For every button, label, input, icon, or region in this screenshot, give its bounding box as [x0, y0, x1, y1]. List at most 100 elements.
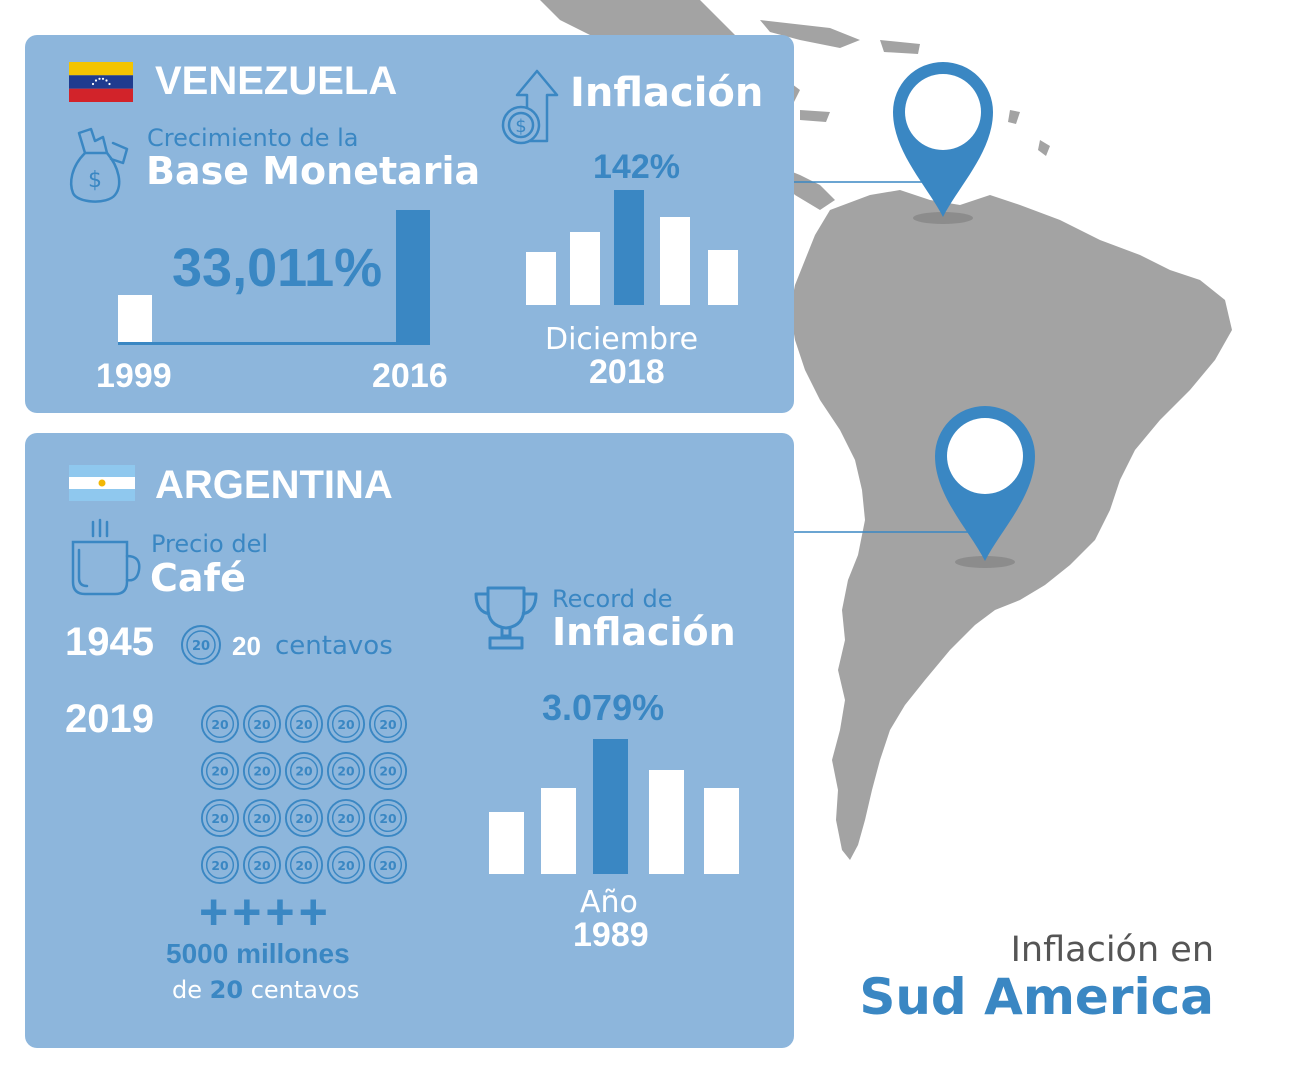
coin-icon: 20: [326, 751, 366, 791]
inflation-arrow-coin-icon: $: [501, 69, 559, 145]
svg-text:20: 20: [253, 812, 271, 826]
svg-text:20: 20: [379, 812, 397, 826]
svg-text:20: 20: [379, 859, 397, 873]
svg-text:20: 20: [295, 812, 313, 826]
caribbean-island-shape: [800, 110, 830, 122]
coin-icon: 20: [242, 845, 282, 885]
map-pin-icon: [935, 406, 1035, 568]
amount-1945: 20: [232, 631, 261, 661]
plus-signs: ++++: [199, 884, 332, 940]
venezuela-panel: VENEZUELA $ Crecimiento de la Base Monet…: [25, 35, 794, 413]
caribbean-island-shape: [1008, 110, 1020, 124]
coin-icon: 20: [326, 798, 366, 838]
record-subtitle: Record de: [552, 585, 673, 613]
record-year: 1989: [573, 916, 649, 954]
base-monetaria-title: Base Monetaria: [146, 149, 481, 193]
year-end-label: 2016: [372, 357, 448, 395]
chart-bar-2016: [396, 210, 430, 343]
coin-icon: 20: [181, 625, 221, 665]
coin-icon: 20: [368, 798, 408, 838]
unit-1945: centavos: [275, 631, 393, 661]
inflacion-year: 2018: [589, 353, 665, 391]
year-start-label: 1999: [96, 357, 172, 395]
coin-icon: 20: [200, 704, 240, 744]
svg-text:$: $: [515, 116, 526, 137]
coin-icon: 20: [368, 845, 408, 885]
inflacion-value: 142%: [593, 148, 680, 186]
coin-icon: 20: [284, 845, 324, 885]
inflacion-title: Inflación: [570, 70, 764, 116]
chart-axis: [118, 342, 430, 345]
svg-text:20: 20: [253, 859, 271, 873]
coin-icon: 20: [368, 751, 408, 791]
total-prefix: de: [172, 976, 202, 1004]
chart-bar-1999: [118, 295, 152, 343]
svg-text:20: 20: [295, 859, 313, 873]
footer-title-line2: Sud America: [859, 968, 1214, 1026]
svg-text:20: 20: [211, 765, 229, 779]
inflacion-bar-highlight: [614, 190, 644, 305]
record-bar: [541, 788, 576, 874]
caribbean-island-shape: [1038, 140, 1050, 156]
svg-text:20: 20: [295, 765, 313, 779]
record-bar: [489, 812, 524, 874]
coin-row: 20 20 20 20 20: [200, 750, 415, 797]
svg-text:20: 20: [379, 718, 397, 732]
coin-row: 20 20 20 20 20: [200, 703, 415, 750]
inflacion-bar: [708, 250, 738, 305]
flag-argentina-icon: [69, 465, 135, 501]
record-bar-highlight: [593, 739, 628, 874]
coffee-mug-icon: [71, 518, 141, 596]
record-value: 3.079%: [542, 687, 665, 728]
country-name: ARGENTINA: [155, 463, 393, 507]
coin-icon: 20: [200, 751, 240, 791]
coin-row: 20 20 20 20 20: [200, 844, 415, 891]
svg-text:20: 20: [379, 765, 397, 779]
coin-icon: 20: [368, 704, 408, 744]
base-monetaria-value: 33,011%: [172, 238, 383, 298]
country-name: VENEZUELA: [155, 59, 398, 103]
coin-icon: 20: [284, 704, 324, 744]
svg-text:20: 20: [192, 639, 210, 654]
svg-text:20: 20: [337, 765, 355, 779]
inflacion-bar: [526, 252, 556, 305]
svg-text:20: 20: [211, 859, 229, 873]
inflacion-bar: [570, 232, 600, 305]
svg-text:20: 20: [337, 718, 355, 732]
total-unit: centavos: [250, 976, 360, 1004]
svg-text:20: 20: [337, 859, 355, 873]
caribbean-island-shape: [760, 20, 860, 48]
argentina-panel: ARGENTINA Precio del Café 1945 20 20 cen…: [25, 433, 794, 1048]
coin-icon: 20: [242, 704, 282, 744]
coin-icon: 20: [242, 751, 282, 791]
svg-text:20: 20: [337, 812, 355, 826]
south-america-shape: [790, 190, 1232, 860]
coin-row: 20 20 20 20 20: [200, 797, 415, 844]
money-bag-icon: $: [69, 127, 129, 203]
inflacion-month: Diciembre: [545, 322, 699, 357]
total-line1: 5000 millones: [166, 938, 350, 969]
coin-icon: 20: [200, 798, 240, 838]
record-bar: [704, 788, 739, 874]
total-amount: 20: [209, 976, 244, 1004]
svg-text:20: 20: [211, 718, 229, 732]
map-pin-icon: [893, 62, 993, 224]
coin-icon: 20: [326, 845, 366, 885]
coin-icon: 20: [284, 751, 324, 791]
svg-text:20: 20: [211, 812, 229, 826]
svg-text:$: $: [88, 168, 102, 193]
coin-icon: 20: [200, 845, 240, 885]
coin-grid: 20 20 20 20 20 20 20 20 20 20 20 20 20 20 20 20 20 20 20 20: [200, 703, 415, 891]
record-bar: [649, 770, 684, 874]
inflacion-bar: [660, 217, 690, 305]
year-2019-label: 2019: [65, 697, 154, 741]
cafe-title: Café: [150, 556, 246, 600]
cafe-subtitle: Precio del: [151, 530, 268, 558]
trophy-icon: [474, 586, 538, 650]
flag-venezuela-icon: [69, 62, 133, 102]
svg-text:20: 20: [253, 765, 271, 779]
svg-text:20: 20: [253, 718, 271, 732]
coin-icon: 20: [242, 798, 282, 838]
caribbean-island-shape: [880, 40, 920, 54]
